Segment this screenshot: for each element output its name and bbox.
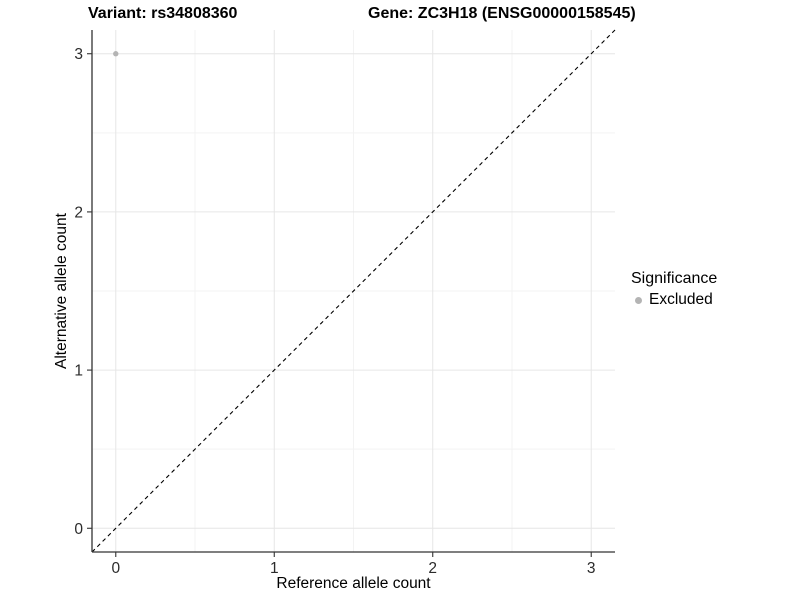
y-tick-label: 1 [74,363,83,380]
x-tick-label: 3 [587,560,596,577]
x-tick-label: 1 [270,560,279,577]
x-tick-label: 2 [428,560,437,577]
identity-line [91,29,616,553]
legend-entry-label: Excluded [649,291,713,308]
y-tick-label: 0 [74,521,83,538]
x-axis-label: Reference allele count [276,575,431,592]
y-tick-label: 3 [74,46,83,63]
y-tick-label: 2 [74,204,83,221]
plot-title-variant: Variant: rs34808360 [88,5,238,22]
legend-point-icon [635,296,642,304]
data-point [113,51,119,57]
y-axis-label: Alternative allele count [53,213,70,369]
legend: Significance Excluded [631,270,717,309]
legend-entry-excluded: Excluded [631,291,717,309]
legend-title: Significance [631,270,718,287]
x-tick-label: 0 [111,560,120,577]
plot-title-gene: Gene: ZC3H18 (ENSG00000158545) [368,5,636,22]
